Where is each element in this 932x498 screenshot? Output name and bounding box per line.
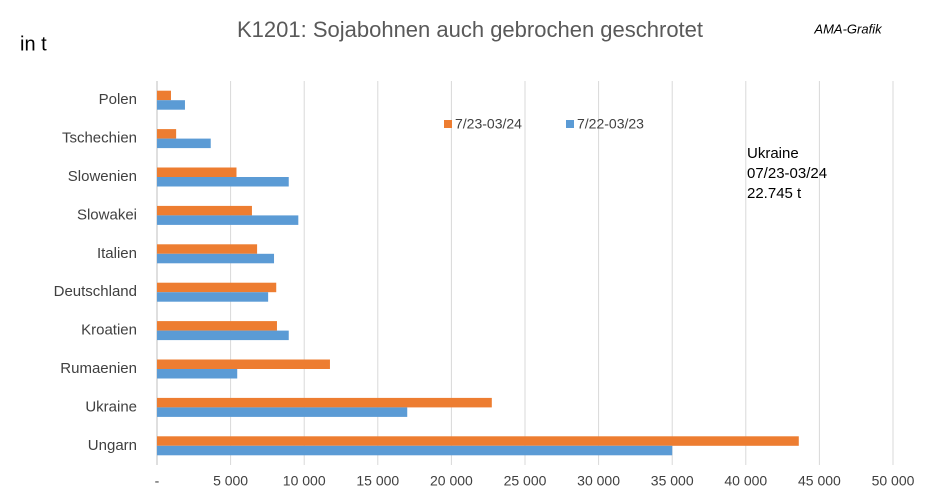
- x-tick-label: 35 000: [651, 473, 694, 489]
- y-tick-label: Slowenien: [68, 168, 137, 185]
- x-tick-label: 20 000: [430, 473, 473, 489]
- y-tick-label: Kroatien: [81, 322, 137, 339]
- bar: [157, 215, 299, 225]
- bar: [157, 167, 237, 177]
- legend-label: 7/23-03/24: [455, 116, 522, 132]
- bar: [157, 205, 252, 216]
- bar: [157, 359, 330, 369]
- bar: [157, 138, 211, 149]
- chart-title: K1201: Sojabohnen auch gebrochen geschro…: [237, 17, 703, 42]
- bar: [157, 369, 238, 379]
- x-tick-label: -: [155, 473, 160, 489]
- bar: [157, 397, 492, 408]
- legend-label: 7/22-03/23: [577, 116, 644, 132]
- x-tick-label: 45 000: [798, 473, 841, 489]
- x-tick-label: 40 000: [724, 473, 767, 489]
- y-tick-label: Polen: [99, 91, 137, 108]
- bar: [157, 282, 277, 293]
- legend-swatch: [566, 120, 574, 128]
- annotation: 22.745 t: [747, 185, 802, 202]
- bar: [157, 90, 171, 101]
- bar: [157, 321, 277, 331]
- bar: [157, 177, 289, 187]
- x-tick-label: 50 000: [872, 473, 915, 489]
- y-tick-label: Italien: [97, 245, 137, 262]
- annotation: 07/23-03/24: [747, 165, 827, 182]
- y-tick-label: Ukraine: [85, 398, 137, 415]
- x-tick-label: 15 000: [356, 473, 399, 489]
- y-tick-label: Rumaenien: [60, 360, 137, 377]
- bar: [157, 253, 275, 264]
- x-tick-label: 30 000: [577, 473, 620, 489]
- x-tick-label: 10 000: [283, 473, 326, 489]
- bar: [157, 129, 177, 139]
- bar: [157, 330, 289, 341]
- bar: [157, 292, 269, 302]
- bar: [157, 436, 799, 446]
- y-tick-label: Deutschland: [54, 283, 137, 300]
- annotation: Ukraine: [747, 145, 799, 162]
- bar: [157, 445, 673, 456]
- unit-label: in t: [20, 33, 47, 55]
- y-tick-label: Tschechien: [62, 130, 137, 147]
- y-tick-label: Slowakei: [77, 206, 137, 223]
- source: AMA-Grafik: [813, 21, 883, 36]
- x-tick-label: 25 000: [504, 473, 547, 489]
- bar: [157, 407, 408, 417]
- legend-swatch: [444, 120, 452, 128]
- bar: [157, 100, 185, 110]
- bar: [157, 244, 258, 254]
- y-tick-label: Ungarn: [88, 437, 137, 454]
- x-tick-label: 5 000: [213, 473, 248, 489]
